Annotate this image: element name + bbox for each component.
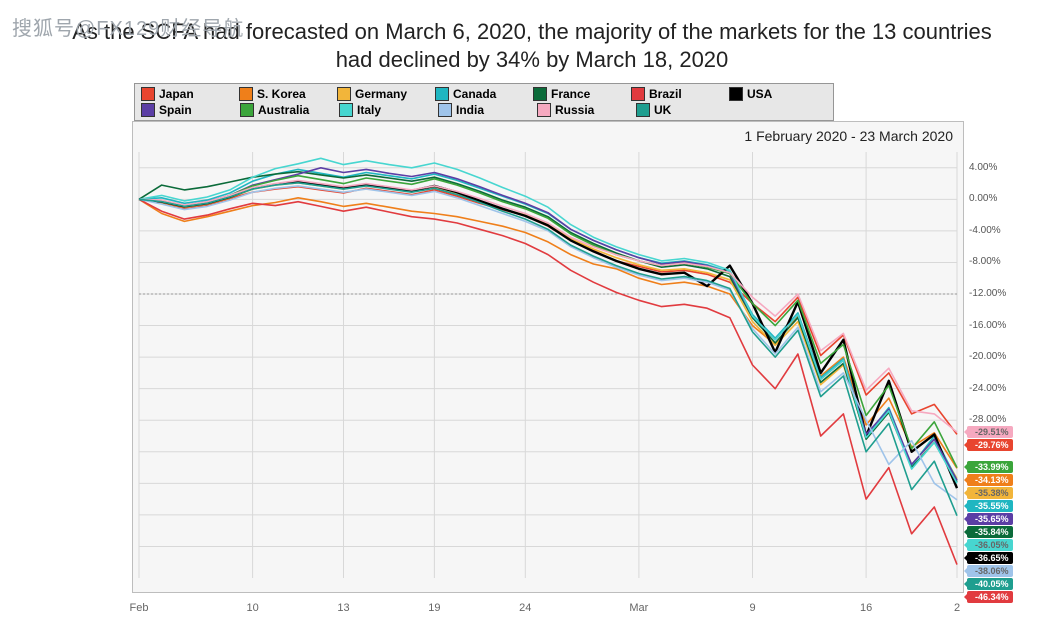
y-tick-label: -28.00% bbox=[969, 414, 1013, 425]
y-tick-label: -20.00% bbox=[969, 351, 1013, 362]
legend-swatch bbox=[636, 103, 650, 117]
legend-label: Italy bbox=[357, 103, 381, 117]
x-tick-label: 2 bbox=[954, 602, 960, 614]
legend: Japan S. Korea Germany Canada France Brazil US… bbox=[134, 83, 834, 121]
series-line bbox=[139, 199, 957, 564]
end-value-label: -35.38% bbox=[967, 487, 1013, 499]
date-range-label: 1 February 2020 - 23 March 2020 bbox=[744, 128, 953, 144]
series-line bbox=[139, 183, 957, 516]
series-line bbox=[139, 198, 957, 469]
legend-label: Australia bbox=[258, 103, 309, 117]
legend-label: Spain bbox=[159, 103, 192, 117]
x-tick-label: 10 bbox=[246, 602, 258, 614]
legend-item: Russia bbox=[537, 102, 636, 118]
legend-swatch bbox=[239, 87, 253, 101]
end-value-label: -38.06% bbox=[967, 565, 1013, 577]
y-tick-label: -24.00% bbox=[969, 383, 1013, 394]
legend-swatch bbox=[438, 103, 452, 117]
legend-item: Spain bbox=[141, 102, 240, 118]
y-tick-label: -12.00% bbox=[969, 288, 1013, 299]
x-tick-label: 13 bbox=[337, 602, 349, 614]
end-value-label: -29.51% bbox=[967, 426, 1013, 438]
legend-item: Australia bbox=[240, 102, 339, 118]
end-value-label: -29.76% bbox=[967, 439, 1013, 451]
legend-swatch bbox=[537, 103, 551, 117]
legend-label: Japan bbox=[159, 87, 194, 101]
series-line bbox=[139, 181, 957, 488]
end-value-label: -35.65% bbox=[967, 513, 1013, 525]
legend-item: S. Korea bbox=[239, 86, 337, 102]
end-value-label: -33.99% bbox=[967, 461, 1013, 473]
legend-label: UK bbox=[654, 103, 671, 117]
legend-label: USA bbox=[747, 87, 772, 101]
end-value-label: -35.84% bbox=[967, 526, 1013, 538]
legend-item: India bbox=[438, 102, 537, 118]
x-tick-label: 24 bbox=[519, 602, 531, 614]
legend-item: Germany bbox=[337, 86, 435, 102]
legend-swatch bbox=[141, 87, 155, 101]
y-tick-label: -16.00% bbox=[969, 320, 1013, 331]
legend-swatch bbox=[435, 87, 449, 101]
legend-item: France bbox=[533, 86, 631, 102]
legend-swatch bbox=[339, 103, 353, 117]
x-tick-label: Feb bbox=[130, 602, 149, 614]
legend-item: Brazil bbox=[631, 86, 729, 102]
plot-area: 1 February 2020 - 23 March 2020 4.00%0.0… bbox=[132, 121, 964, 593]
chart-container: Japan S. Korea Germany Canada France Brazil US… bbox=[132, 83, 1042, 608]
legend-label: Russia bbox=[555, 103, 594, 117]
y-tick-label: -8.00% bbox=[969, 256, 1013, 267]
end-value-label: -40.05% bbox=[967, 578, 1013, 590]
legend-swatch bbox=[141, 103, 155, 117]
x-tick-label: Mar bbox=[629, 602, 648, 614]
y-tick-label: 4.00% bbox=[969, 162, 1013, 173]
series-line bbox=[139, 183, 957, 479]
end-value-label: -35.55% bbox=[967, 500, 1013, 512]
legend-item: UK bbox=[636, 102, 735, 118]
x-tick-label: 19 bbox=[428, 602, 440, 614]
legend-item: Italy bbox=[339, 102, 438, 118]
legend-item: Japan bbox=[141, 86, 239, 102]
y-tick-label: -4.00% bbox=[969, 225, 1013, 236]
series-line bbox=[139, 158, 957, 483]
series-layer bbox=[133, 122, 963, 592]
legend-label: India bbox=[456, 103, 484, 117]
x-tick-label: 9 bbox=[749, 602, 755, 614]
x-tick-label: 16 bbox=[860, 602, 872, 614]
series-line bbox=[139, 168, 957, 480]
legend-swatch bbox=[729, 87, 743, 101]
legend-swatch bbox=[533, 87, 547, 101]
legend-label: Germany bbox=[355, 87, 407, 101]
end-value-label: -46.34% bbox=[967, 591, 1013, 603]
legend-swatch bbox=[240, 103, 254, 117]
legend-label: S. Korea bbox=[257, 87, 306, 101]
end-value-label: -36.05% bbox=[967, 539, 1013, 551]
legend-item: Canada bbox=[435, 86, 533, 102]
legend-label: Brazil bbox=[649, 87, 682, 101]
watermark-text: 搜狐号@FX129财经导航 bbox=[12, 12, 244, 41]
legend-item: USA bbox=[729, 86, 827, 102]
end-value-label: -36.65% bbox=[967, 552, 1013, 564]
end-value-label: -34.13% bbox=[967, 474, 1013, 486]
legend-swatch bbox=[631, 87, 645, 101]
legend-label: Canada bbox=[453, 87, 496, 101]
legend-label: France bbox=[551, 87, 590, 101]
legend-swatch bbox=[337, 87, 351, 101]
y-tick-label: 0.00% bbox=[969, 193, 1013, 204]
title-line-2: had declined by 34% by March 18, 2020 bbox=[336, 47, 729, 72]
